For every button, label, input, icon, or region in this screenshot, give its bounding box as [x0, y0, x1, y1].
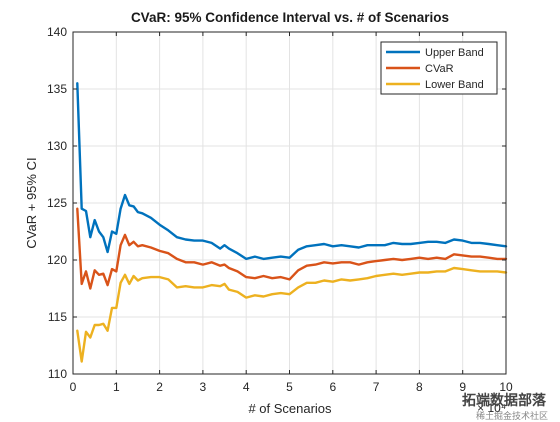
series-line-cvar	[76, 207, 508, 290]
y-tick-label: 115	[48, 310, 67, 324]
y-tick-label: 140	[47, 25, 67, 39]
y-tick-label: 130	[47, 139, 67, 153]
legend-label-lower-band: Lower Band	[425, 79, 484, 91]
x-tick-label: 10	[499, 380, 513, 394]
x-tick-label: 9	[459, 380, 466, 394]
x-tick-label: 0	[70, 380, 77, 394]
series-line-upper-band	[76, 82, 508, 261]
x-tick-label: 5	[286, 380, 293, 394]
y-tick-label: 110	[48, 367, 67, 381]
y-tick-label: 135	[47, 82, 67, 96]
x-axis-label: # of Scenarios	[248, 401, 332, 416]
legend-label-cvar: CVaR	[425, 63, 454, 75]
y-tick-label: 120	[47, 253, 67, 267]
x-tick-label: 6	[329, 380, 336, 394]
chart-title: CVaR: 95% Confidence Interval vs. # of S…	[131, 10, 449, 25]
watermark-subtext: 稀土掘金技术社区	[475, 412, 548, 422]
x-tick-label: 8	[416, 380, 423, 394]
x-tick-label: 7	[373, 380, 380, 394]
y-tick-label: 125	[47, 196, 67, 210]
watermark-text: 拓端数据部落	[462, 393, 546, 409]
legend-label-upper-band: Upper Band	[425, 47, 484, 59]
y-axis-label: CVaR + 95% CI	[24, 157, 39, 248]
series-line-lower-band	[76, 266, 508, 363]
x-tick-label: 1	[113, 380, 120, 394]
axis-ticks: 0 1 2 3 4 5 6 7 8 9 10 110 115 120 125 130 135 140	[47, 25, 513, 394]
x-tick-label: 2	[156, 380, 163, 394]
legend: Upper Band CVaR Lower Band	[380, 41, 498, 95]
series-layer	[76, 82, 508, 363]
x-axis-exponent: × 10⁴	[477, 401, 506, 415]
x-tick-label: 4	[243, 380, 250, 394]
x-tick-label: 3	[200, 380, 207, 394]
